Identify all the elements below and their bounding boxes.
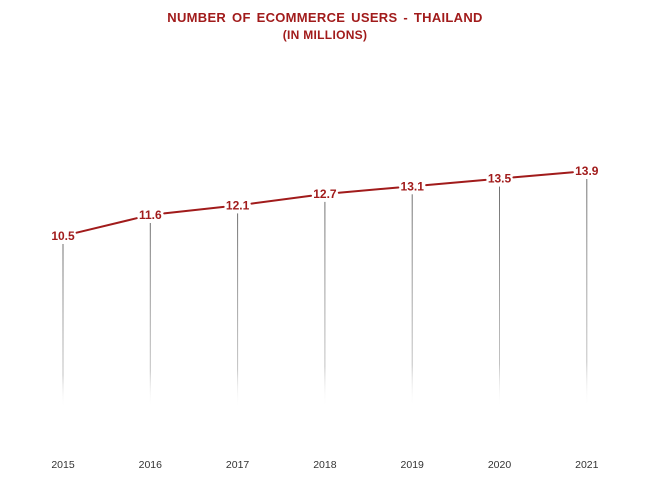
x-tick-label-2016: 2016 — [139, 459, 163, 471]
data-label-2016: 11.6 — [139, 208, 162, 222]
drop-line-2017 — [237, 213, 239, 408]
chart-title: NUMBER OF ECOMMERCE USERS - THAILAND — [167, 10, 483, 25]
x-tick-label-2018: 2018 — [313, 459, 337, 471]
x-tick-label-2020: 2020 — [488, 459, 512, 471]
x-tick-label-2017: 2017 — [226, 459, 250, 471]
data-labels: 10.5 11.6 12.1 12.7 13.1 13.5 13.9 — [51, 164, 598, 243]
line-segment-2017-2018 — [250, 194, 312, 205]
x-tick-label-2015: 2015 — [51, 459, 75, 471]
drop-lines — [62, 179, 588, 408]
x-tick-label-2021: 2021 — [575, 459, 599, 471]
data-label-2018: 12.7 — [313, 187, 337, 201]
x-tick-label-2019: 2019 — [401, 459, 425, 471]
data-label-2019: 13.1 — [401, 179, 425, 193]
data-label-2015: 10.5 — [51, 229, 75, 243]
series-line — [75, 171, 574, 234]
line-segment-2020-2021 — [512, 171, 574, 179]
drop-line-2016 — [149, 223, 151, 408]
line-segment-2015-2016 — [75, 217, 138, 234]
drop-line-2019 — [411, 194, 413, 408]
line-segment-2016-2017 — [163, 205, 225, 215]
x-axis-tick-labels: 2015 2016 2017 2018 2019 2020 2021 — [51, 459, 598, 471]
drop-line-2018 — [324, 201, 326, 408]
drop-line-2015 — [62, 244, 64, 408]
data-label-2020: 13.5 — [488, 172, 512, 186]
drop-line-2021 — [586, 179, 588, 408]
line-segment-2018-2019 — [337, 186, 400, 194]
data-label-2017: 12.1 — [226, 198, 250, 212]
chart-subtitle: (IN MILLIONS) — [282, 28, 368, 42]
data-label-2021: 13.9 — [575, 164, 599, 178]
drop-line-2020 — [499, 186, 500, 408]
line-segment-2019-2020 — [425, 178, 487, 187]
